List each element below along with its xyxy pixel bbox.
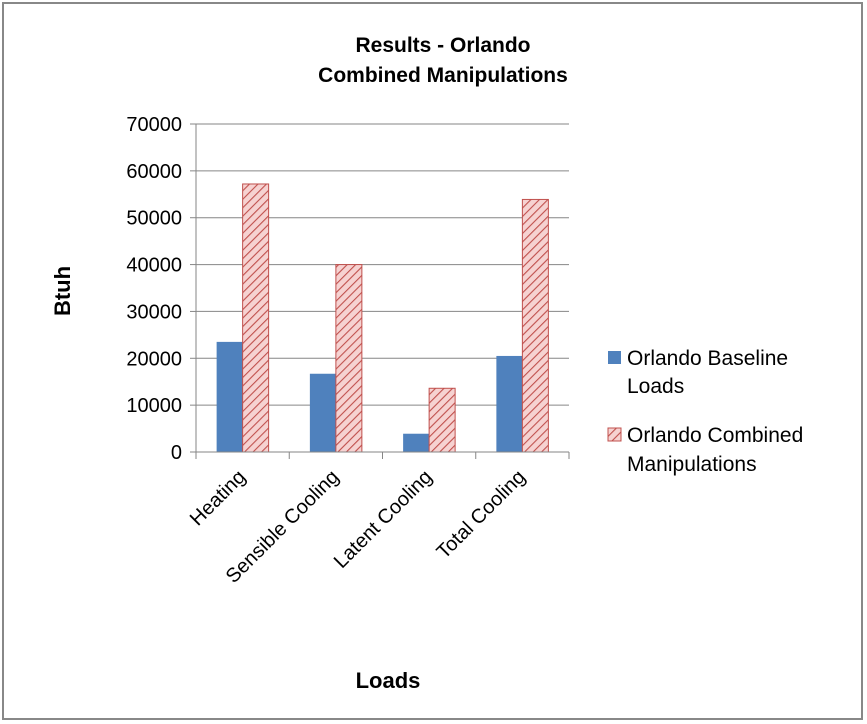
legend-label-combined-line-2: Manipulations <box>627 453 757 476</box>
bar-baseline <box>403 433 430 452</box>
y-tick-label: 50000 <box>126 208 182 230</box>
legend-label-baseline-line-2: Loads <box>627 375 684 398</box>
bar-baseline <box>496 355 523 452</box>
y-tick-label: 0 <box>171 442 182 464</box>
legend-swatch-combined <box>607 427 622 442</box>
y-tick-label: 40000 <box>126 255 182 277</box>
chart-title-line-2: Combined Manipulations <box>318 64 568 87</box>
x-category-label: Latent Cooling <box>330 466 437 573</box>
y-axis-ticks: 0 10000 20000 30000 40000 50000 60000 70000 <box>126 114 182 464</box>
legend-label-combined-line-1: Orlando Combined <box>627 424 803 447</box>
x-category-label: Heating <box>186 466 250 530</box>
bar-combined <box>242 183 270 453</box>
y-tick-label: 30000 <box>126 301 182 323</box>
y-tick-label: 60000 <box>126 161 182 183</box>
legend-swatch-baseline <box>608 351 621 364</box>
x-axis-title: Loads <box>356 668 421 693</box>
y-tick-label: 20000 <box>126 348 182 370</box>
legend-label-baseline-line-1: Orlando Baseline <box>627 347 788 370</box>
legend: Orlando Baseline Loads Orlando Combined … <box>607 347 803 476</box>
y-axis-title: Btuh <box>50 266 75 316</box>
bar-combined <box>428 387 456 453</box>
bar-baseline <box>216 341 243 452</box>
chart-title-line-1: Results - Orlando <box>355 34 530 57</box>
bar-combined <box>335 264 363 453</box>
bars <box>216 183 549 453</box>
x-category-label: Total Cooling <box>433 466 530 563</box>
y-tick-label: 70000 <box>126 114 182 136</box>
bar-baseline <box>309 373 336 452</box>
y-tick-label: 10000 <box>126 395 182 417</box>
bar-combined <box>521 198 549 453</box>
axes <box>190 123 570 459</box>
